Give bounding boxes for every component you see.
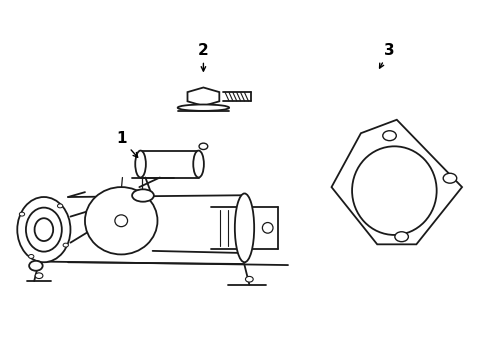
Ellipse shape [28,255,34,258]
Ellipse shape [26,208,61,252]
Ellipse shape [442,173,456,183]
Ellipse shape [234,193,254,262]
Ellipse shape [20,212,24,216]
Polygon shape [331,120,461,244]
Ellipse shape [351,146,436,235]
Ellipse shape [85,187,157,255]
Text: 3: 3 [379,43,394,68]
Ellipse shape [29,261,42,271]
Text: 2: 2 [198,43,208,71]
Ellipse shape [193,150,203,177]
Ellipse shape [245,276,253,282]
Ellipse shape [382,131,395,141]
Ellipse shape [115,215,127,227]
Ellipse shape [17,197,70,262]
Ellipse shape [394,232,407,242]
Ellipse shape [135,150,145,177]
Ellipse shape [57,204,62,208]
Ellipse shape [199,143,207,149]
Text: 1: 1 [116,131,138,157]
Ellipse shape [35,273,43,279]
Ellipse shape [262,222,272,233]
Ellipse shape [63,243,68,247]
Ellipse shape [35,218,53,241]
Ellipse shape [132,189,154,202]
Polygon shape [187,87,219,106]
Ellipse shape [177,104,229,111]
